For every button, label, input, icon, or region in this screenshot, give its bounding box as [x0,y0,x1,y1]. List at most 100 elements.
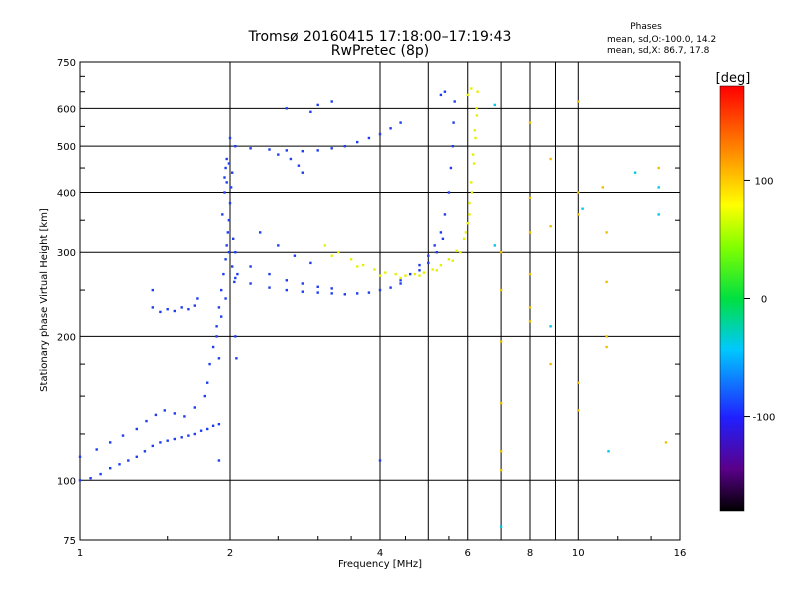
data-point [223,191,226,194]
data-point [418,274,421,277]
data-point [208,362,211,366]
data-point [95,448,98,451]
data-point [528,272,532,276]
x-tick-label: 2 [227,548,233,559]
data-point [211,345,215,349]
data-point [206,381,209,384]
data-point [451,145,454,148]
data-point [549,362,552,366]
data-point [249,265,252,268]
data-point [577,100,580,103]
data-point [297,164,301,167]
data-point [470,87,473,90]
data-point [577,381,580,384]
data-point [233,280,236,284]
data-point [549,325,552,328]
data-point [471,153,475,156]
data-point [476,90,479,93]
data-point [217,423,221,426]
data-point [422,271,426,274]
y-tick-label: 400 [57,188,76,199]
data-point [466,222,469,225]
data-point [228,201,232,205]
data-point [499,450,503,453]
data-point [499,401,503,405]
data-point [234,251,237,254]
data-point [462,237,466,240]
data-point [180,306,183,309]
data-point [145,419,148,423]
data-point [367,136,371,140]
data-point [605,280,608,284]
data-point [378,288,382,292]
x-tick-label: 6 [465,548,471,559]
data-point [474,136,477,140]
data-point [277,244,280,247]
data-point [657,166,660,170]
data-point [470,191,474,194]
data-point [173,309,176,313]
data-point [154,413,158,417]
colorbar: [deg] 100 0 -100 [716,71,776,512]
data-point [225,157,228,161]
data-point [99,472,102,476]
data-point [493,103,496,107]
data-point [316,285,319,288]
x-tick-label: 1 [77,548,83,559]
data-point [224,297,227,300]
data-point [418,269,421,272]
data-point [135,427,138,431]
data-point [226,231,229,234]
stats-heading: Phases [630,22,662,32]
data-point [231,265,234,268]
data-point [301,150,304,153]
data-point [433,244,436,247]
data-point [173,412,176,415]
data-point [235,357,238,360]
data-point [549,225,552,228]
data-point [259,231,262,234]
data-point [180,436,183,439]
data-point [330,254,333,257]
chart-subtitle: RwPretec (8p) [331,43,429,59]
data-point [166,439,169,442]
data-point [443,213,447,216]
data-point [330,100,333,103]
data-point [151,288,154,292]
data-point [143,450,147,453]
plot-area: 1 2 4 6 8 10 16 75 100 200 300 400 500 600 750 [57,58,686,559]
data-point [316,291,319,294]
data-point [427,254,430,257]
data-point [499,288,503,292]
data-point [330,292,333,295]
data-point [89,477,92,480]
colorbar-tick-label: -100 [753,413,776,424]
data-point [187,308,190,311]
x-tick-label: 8 [527,548,533,559]
data-point [183,415,186,418]
data-point [443,90,447,93]
data-point [439,231,443,234]
data-point [470,181,473,184]
data-point [399,279,402,282]
data-point [367,291,371,294]
data-point [389,127,392,130]
data-point [499,525,503,528]
data-point [577,409,580,412]
data-point [173,437,176,441]
y-tick-label: 750 [57,58,76,69]
data-point [193,304,196,307]
data-point [528,121,532,124]
stats-o-line: mean, sd,O:-100.0, 14.2 [607,35,716,45]
data-point [163,409,166,412]
x-axis-label: Frequency [MHz] [338,559,422,570]
data-point [330,147,333,150]
data-point [193,406,196,409]
y-axis-label: Stationary phase Virtual Height [km] [39,208,50,392]
data-point [277,153,280,156]
data-point [601,186,604,189]
data-point [466,93,469,97]
data-point [109,467,112,470]
y-tick-label: 500 [57,142,76,153]
